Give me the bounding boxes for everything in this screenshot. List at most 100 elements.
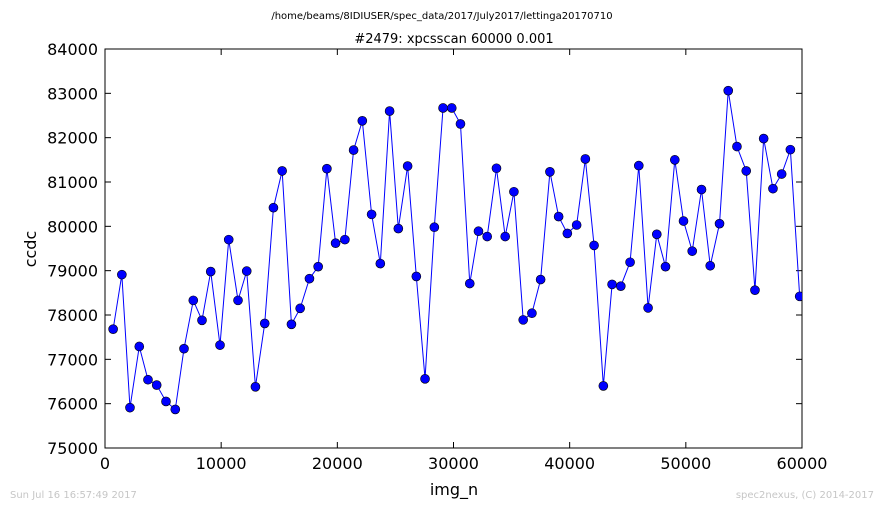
data-point [607, 279, 617, 290]
data-point [375, 258, 386, 269]
data-point [125, 402, 135, 413]
data-point [589, 240, 599, 251]
data-point [625, 257, 635, 268]
data-point [580, 154, 591, 164]
data-point [429, 222, 440, 233]
x-tick-label: 40000 [544, 454, 595, 473]
data-point [455, 119, 466, 129]
data-point [741, 166, 752, 176]
data-point [233, 295, 243, 306]
data-point [197, 315, 207, 326]
data-point [750, 285, 760, 295]
y-tick-label: 80000 [47, 217, 98, 236]
data-point [322, 163, 332, 174]
data-point [714, 218, 725, 229]
data-point [295, 303, 305, 314]
x-tick-label: 0 [100, 454, 110, 473]
footer-credit: spec2nexus, (C) 2014-2017 [736, 490, 874, 501]
data-point [340, 234, 350, 245]
y-tick-label: 76000 [47, 395, 98, 414]
data-point [304, 273, 315, 284]
data-point [402, 161, 413, 171]
data-point [785, 144, 796, 155]
y-tick-label: 84000 [47, 40, 98, 59]
data-point [598, 381, 609, 391]
y-tick-label: 77000 [47, 350, 98, 369]
data-point [464, 278, 475, 289]
data-point [151, 380, 162, 390]
x-tick-labels: 0 10000 20000 30000 40000 50000 60000 [100, 454, 828, 473]
y-tick-label: 83000 [47, 84, 98, 103]
data-point [571, 220, 582, 230]
data-point [259, 318, 270, 329]
data-point [562, 228, 573, 239]
data-point [509, 186, 519, 197]
data-point [215, 340, 225, 350]
data-point [705, 260, 716, 271]
data-point [348, 145, 359, 155]
data-point [678, 216, 689, 226]
y-tick-label: 82000 [47, 129, 98, 148]
data-point [651, 229, 662, 240]
data-point [633, 160, 644, 171]
data-point [527, 308, 537, 319]
data-point [438, 103, 448, 113]
data-point [384, 106, 395, 116]
data-point [313, 261, 323, 272]
data-point [134, 341, 145, 352]
data-point [696, 184, 707, 195]
data-point [553, 211, 564, 222]
y-axis-label: ccdc [21, 231, 40, 268]
data-point [473, 226, 484, 237]
y-tick-label: 78000 [47, 306, 98, 325]
data-point [660, 261, 671, 272]
data-point [161, 396, 171, 407]
figure-suptitle: /home/beams/8IDIUSER/spec_data/2017/July… [271, 11, 612, 22]
y-tick-label: 75000 [47, 439, 98, 458]
data-point [669, 155, 680, 165]
x-axis-label: img_n [430, 480, 478, 500]
data-point [188, 295, 199, 306]
data-point [108, 324, 118, 334]
data-point [179, 343, 189, 354]
data-point [615, 281, 626, 291]
data-point [776, 169, 787, 179]
data-point [205, 266, 216, 277]
data-point [170, 404, 181, 415]
series-group [108, 85, 802, 415]
data-point [268, 202, 279, 213]
data-point [223, 234, 234, 245]
data-point [491, 163, 502, 174]
data-point [330, 238, 341, 248]
data-point [286, 319, 297, 330]
footer-timestamp: Sun Jul 16 16:57:49 2017 [10, 490, 137, 501]
x-tick-label: 30000 [428, 454, 479, 473]
data-point [277, 166, 287, 176]
data-point [420, 374, 430, 384]
series-layer [108, 85, 802, 415]
data-point [535, 274, 546, 285]
data-point [241, 266, 252, 276]
data-point [411, 271, 422, 282]
x-tick-label: 20000 [312, 454, 363, 473]
data-point [518, 315, 529, 325]
x-tick-label: 10000 [196, 454, 247, 473]
data-point [768, 183, 778, 194]
data-point [687, 246, 698, 256]
tick-marks [104, 48, 803, 449]
data-point [500, 231, 510, 242]
data-point [250, 382, 261, 392]
data-point [482, 231, 492, 242]
y-tick-label: 79000 [47, 262, 98, 281]
data-point [643, 303, 653, 313]
data-point [758, 133, 769, 144]
data-point [357, 116, 368, 126]
y-tick-label: 81000 [47, 173, 98, 192]
data-point [545, 167, 555, 177]
y-tick-labels: 75000 76000 77000 78000 79000 80000 81000 82000… [47, 40, 98, 458]
data-point [117, 269, 127, 280]
data-point [794, 291, 802, 302]
data-point [393, 223, 404, 234]
data-point [723, 85, 734, 96]
